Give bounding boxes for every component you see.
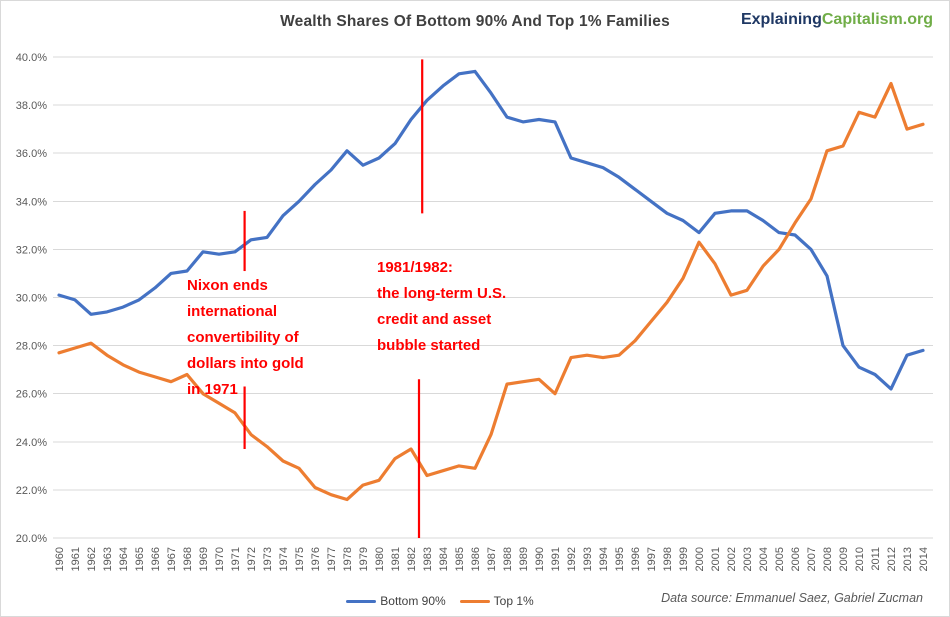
annotation-line: bubble started [377,337,481,354]
top-1-line-series [57,81,925,502]
x-tick-label: 1995 [614,547,626,571]
x-tick-label: 1991 [550,547,562,571]
annotation-line: dollars into gold [187,355,304,372]
annotation-credit-bubble: 1981/1982: the long-term U.S. credit and a… [377,255,506,359]
y-tick-label: 20.0% [16,533,47,545]
top-1-line-swatch [459,599,490,603]
annotation-nixon-gold: Nixon ends international convertibility of… [187,273,304,403]
annotation-line: the long-term U.S. [377,285,507,302]
x-tick-label: 2003 [742,547,754,571]
legend-label-top-1: Top 1% [493,594,534,608]
y-tick-label: 32.0% [16,244,47,256]
legend-item-top-1: Top 1% [459,594,534,608]
x-tick-label: 1987 [486,547,498,571]
x-tick-label: 1961 [70,547,82,571]
x-tick-label: 1976 [310,547,322,571]
annotation-line: 1981/1982: [377,259,453,276]
x-tick-label: 2007 [806,547,818,571]
chart-title: Wealth Shares Of Bottom 90% And Top 1% F… [280,13,670,30]
annotation-line: Nixon ends [187,277,268,294]
x-tick-label: 1993 [582,547,594,571]
x-tick-label: 2000 [694,547,706,571]
x-tick-label: 1996 [630,547,642,571]
x-tick-label: 1994 [598,547,610,571]
x-tick-label: 2004 [758,547,770,571]
x-tick-label: 1977 [326,547,338,571]
x-tick-label: 1998 [662,547,674,571]
legend-label-bottom-90: Bottom 90% [380,594,446,608]
y-tick-label: 34.0% [16,196,47,208]
x-tick-label: 1990 [534,547,546,571]
x-tick-label: 1967 [166,547,178,571]
y-tick-label: 36.0% [16,148,47,160]
x-tick-label: 1968 [182,547,194,571]
x-tick-label: 1982 [406,547,418,571]
x-tick-label: 1980 [374,547,386,571]
annotation-line: convertibility of [187,329,299,346]
x-tick-label: 1986 [470,547,482,571]
x-tick-label: 1970 [214,547,226,571]
x-tick-label: 2006 [790,547,802,571]
x-tick-label: 1988 [502,547,514,571]
x-tick-label: 1960 [54,547,66,571]
x-tick-label: 2005 [774,547,786,571]
x-tick-label: 2001 [710,547,722,571]
x-tick-label: 1966 [150,547,162,571]
y-tick-label: 30.0% [16,293,47,305]
x-tick-label: 1984 [438,547,450,571]
x-tick-label: 1992 [566,547,578,571]
x-tick-label: 1983 [422,547,434,571]
x-tick-label: 1964 [118,547,130,571]
y-tick-label: 40.0% [16,52,47,64]
annotation-line: in 1971 [187,381,238,398]
bottom-90-line-series [57,69,925,391]
x-tick-label: 2008 [822,547,834,571]
x-tick-label: 1963 [102,547,114,571]
x-tick-label: 1979 [358,547,370,571]
y-tick-label: 26.0% [16,389,47,401]
x-tick-label: 2014 [918,547,930,571]
x-tick-label: 1997 [646,547,658,571]
x-tick-label: 2002 [726,547,738,571]
x-tick-label: 1973 [262,547,274,571]
brand-part-explaining: Explaining [740,11,822,28]
x-tick-label: 1989 [518,547,530,571]
x-tick-label: 2010 [854,547,866,571]
x-tick-label: 1985 [454,547,466,571]
y-tick-label: 22.0% [16,485,47,497]
x-tick-label: 1971 [230,547,242,571]
x-tick-label: 2009 [838,547,850,571]
x-tick-label: 2011 [870,547,882,571]
brand-wordmark: ExplainingCapitalism.org [741,11,933,29]
x-tick-label: 1975 [294,547,306,571]
x-tick-label: 1969 [198,547,210,571]
bottom-90-line-swatch [346,599,377,603]
y-tick-label: 28.0% [16,341,47,353]
x-tick-label: 1978 [342,547,354,571]
x-tick-label: 2012 [886,547,898,571]
x-tick-label: 1999 [678,547,690,571]
x-tick-label: 1972 [246,547,258,571]
legend-item-bottom-90: Bottom 90% [346,594,446,608]
y-tick-label: 38.0% [16,100,47,112]
x-tick-label: 1962 [86,547,98,571]
brand-part-capitalism: Capitalism.org [821,11,933,28]
y-tick-label: 24.0% [16,437,47,449]
x-tick-label: 1965 [134,547,146,571]
annotation-line: credit and asset [377,311,492,328]
x-tick-label: 1974 [278,547,290,571]
annotation-line: international [187,303,278,320]
x-tick-label: 2013 [902,547,914,571]
data-source-note: Data source: Emmanuel Saez, Gabriel Zucm… [661,591,923,605]
x-tick-label: 1981 [390,547,402,571]
chart-legend: Bottom 90% Top 1% [1,594,879,608]
